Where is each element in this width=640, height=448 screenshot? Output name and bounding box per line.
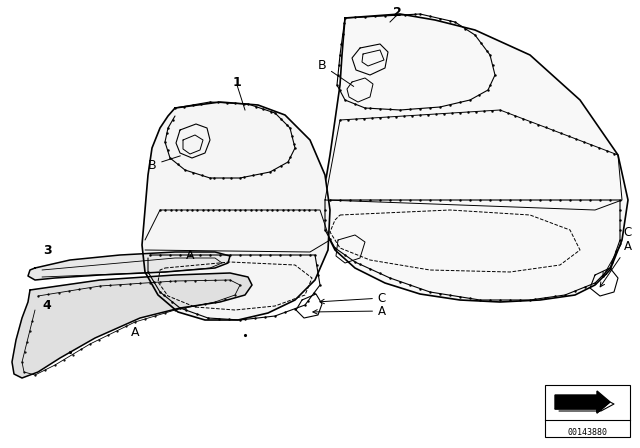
Text: 00143880: 00143880	[567, 427, 607, 436]
Text: A: A	[600, 240, 632, 287]
Bar	[545, 385, 630, 437]
Text: C: C	[603, 225, 632, 276]
Text: 1: 1	[232, 76, 241, 89]
Text: B: B	[148, 156, 180, 172]
Polygon shape	[555, 391, 610, 413]
Text: A: A	[131, 326, 140, 339]
Text: 3: 3	[43, 244, 51, 257]
Polygon shape	[142, 102, 330, 320]
Polygon shape	[325, 14, 628, 302]
Text: 2: 2	[392, 5, 401, 18]
Polygon shape	[12, 273, 252, 378]
Polygon shape	[28, 252, 230, 280]
Text: A: A	[313, 305, 386, 318]
Text: B: B	[317, 59, 354, 86]
Text: 4: 4	[43, 298, 51, 311]
Text: C: C	[320, 292, 386, 305]
Text: A: A	[186, 249, 195, 262]
